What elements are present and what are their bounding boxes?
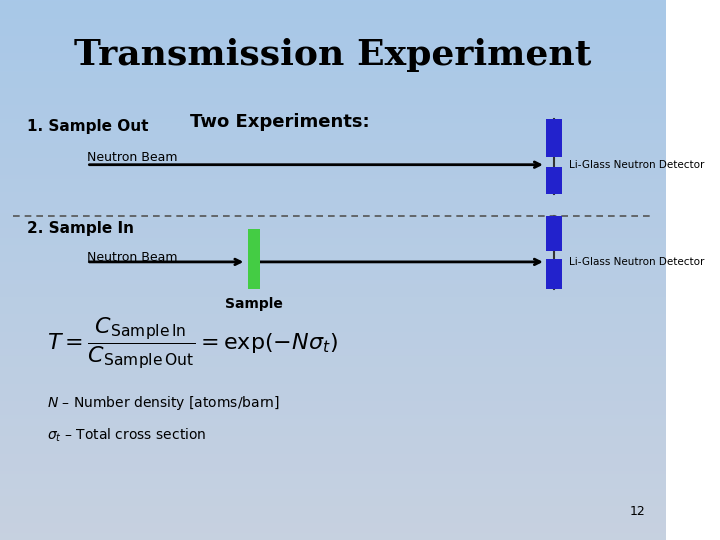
Bar	[546, 119, 562, 157]
Text: Neutron Beam: Neutron Beam	[86, 251, 177, 264]
Text: Li-Glass Neutron Detector: Li-Glass Neutron Detector	[569, 257, 704, 267]
Text: 1. Sample Out: 1. Sample Out	[27, 119, 148, 134]
Text: Neutron Beam: Neutron Beam	[86, 151, 177, 164]
Text: $T = \dfrac{C_{\mathrm{Sample\,In}}}{C_{\mathrm{Sample\,Out}}} = \exp(-N\sigma_t: $T = \dfrac{C_{\mathrm{Sample\,In}}}{C_{…	[47, 316, 338, 372]
Text: Li-Glass Neutron Detector: Li-Glass Neutron Detector	[569, 160, 704, 170]
Bar	[546, 259, 562, 289]
Bar	[546, 167, 562, 194]
Text: 12: 12	[630, 505, 646, 518]
Text: Sample: Sample	[225, 297, 282, 311]
Text: 2. Sample In: 2. Sample In	[27, 221, 134, 237]
Text: $\sigma_t$ – Total cross section: $\sigma_t$ – Total cross section	[47, 427, 206, 444]
Text: $N$ – Number density [atoms/barn]: $N$ – Number density [atoms/barn]	[47, 394, 279, 412]
Bar	[248, 230, 259, 289]
Text: Transmission Experiment: Transmission Experiment	[74, 38, 591, 72]
Bar	[546, 216, 562, 251]
Text: Two Experiments:: Two Experiments:	[189, 113, 369, 131]
